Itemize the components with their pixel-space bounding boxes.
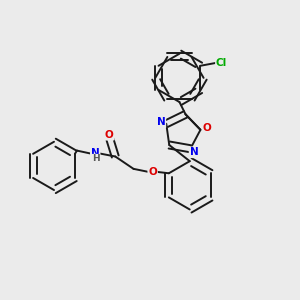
Text: O: O	[148, 167, 157, 177]
Text: Cl: Cl	[216, 58, 227, 68]
Text: N: N	[190, 147, 198, 157]
Text: N: N	[157, 117, 165, 127]
Text: N: N	[91, 148, 100, 158]
Text: H: H	[92, 154, 100, 163]
Text: O: O	[202, 123, 211, 133]
Text: O: O	[105, 130, 114, 140]
